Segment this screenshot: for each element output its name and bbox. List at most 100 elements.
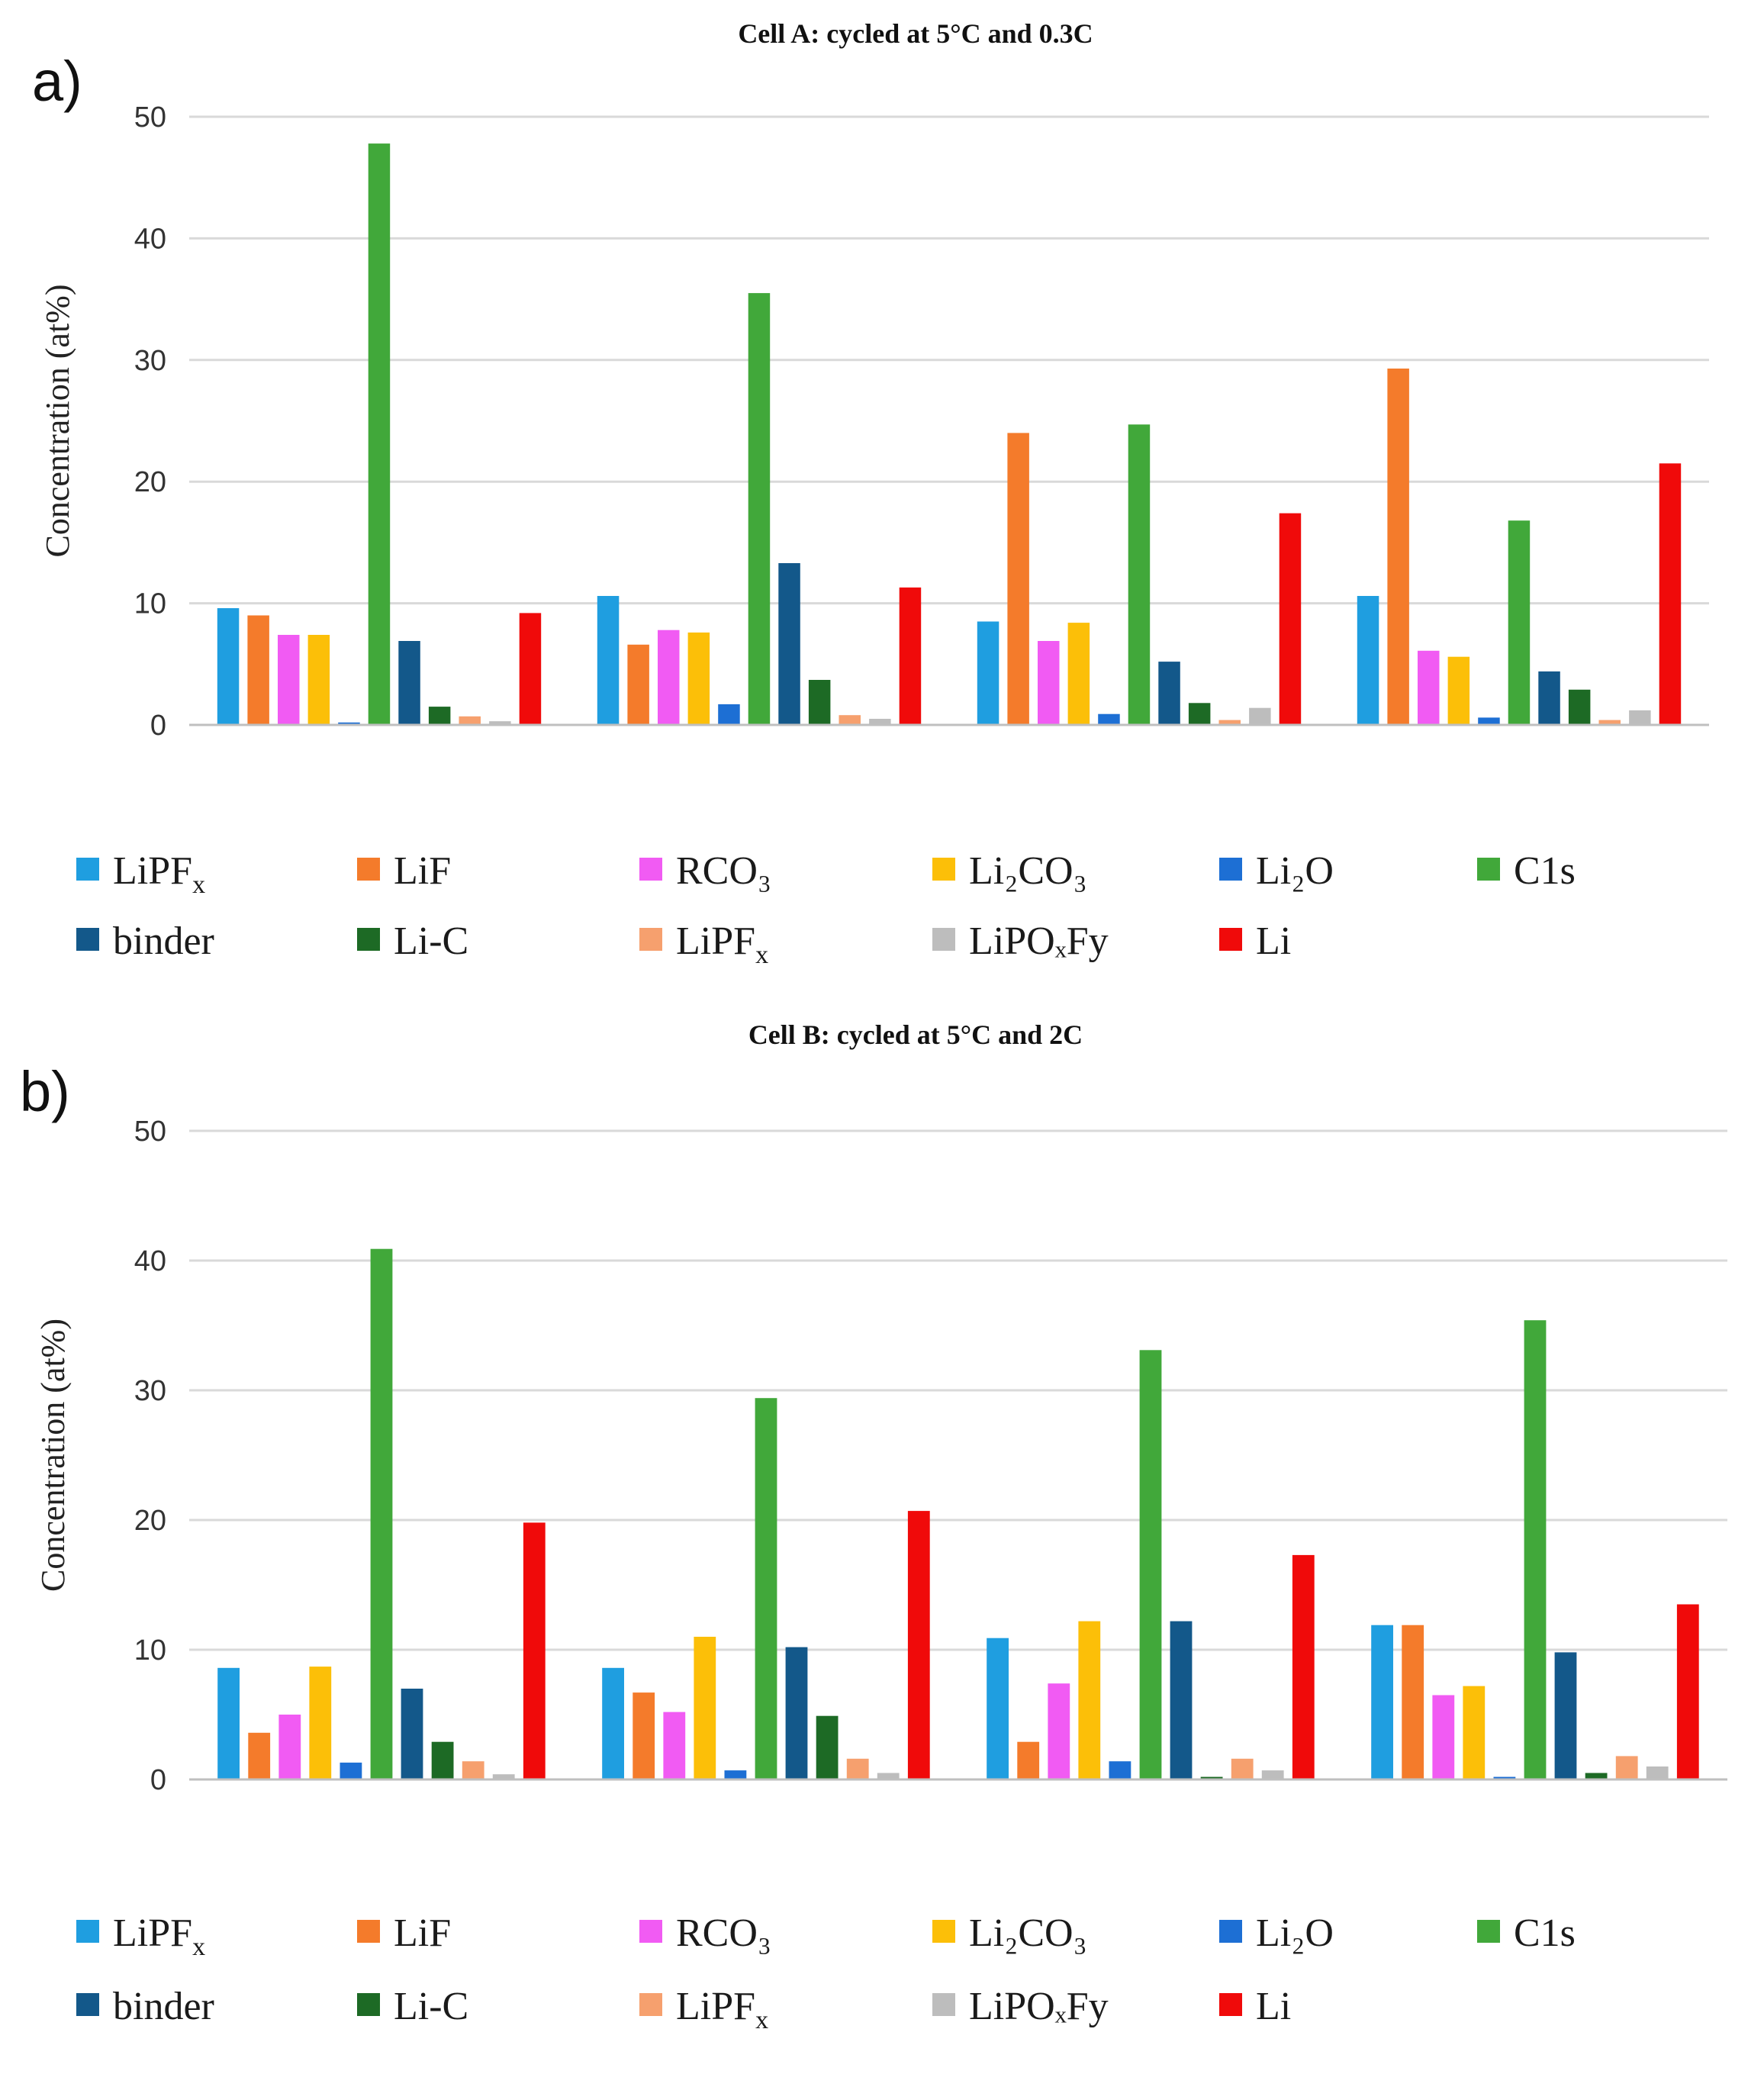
legend-swatch [76,1920,99,1943]
y-tick-label: 50 [134,1116,166,1148]
bar-lico-1 [309,1667,332,1779]
legend-swatch [357,858,380,881]
bar-li-4 [1659,463,1682,725]
bar-lipf-1 [459,716,481,725]
bar-c1s-2 [755,1398,777,1779]
bar-lipf-3 [977,621,999,725]
chart-panel-b: b) Cell B: cycled at 5°C and 2C 0 10 20 30 40 5… [20,1019,1727,2034]
bar-lico-3 [1067,623,1090,725]
y-tick-label: 40 [134,1245,166,1277]
legend-swatch [1219,1920,1242,1943]
legend-label: LiPOₓFy [969,919,1109,963]
legend-label: LiPFx [113,1911,205,1961]
legend-label: binder [113,1985,214,2028]
bar-lif-1 [247,615,269,725]
bar-lipofy-1 [492,1774,515,1779]
bar-lipofy-2 [869,719,891,725]
bar-lio-2 [724,1770,747,1779]
bar-lipf-2 [602,1667,624,1779]
legend-swatch [1477,1920,1500,1943]
bar-lico-2 [687,632,710,725]
bar-li-1 [519,613,542,725]
bar-lipofy-3 [1261,1770,1284,1779]
bar-lic-3 [1188,703,1211,725]
legend-label: Li [1256,919,1291,963]
bar-lipofy-4 [1629,710,1651,725]
legend-label: Li₂O [1256,1911,1334,1955]
bar-lio-3 [1109,1761,1131,1779]
bar-lipf-2 [839,715,861,725]
bar-lic-3 [1200,1776,1223,1779]
y-tick-label: 10 [134,1634,166,1667]
bar-binder-1 [398,641,420,725]
bar-c1s-2 [748,293,771,726]
bar-lipf-4 [1357,596,1379,725]
bar-lico-4 [1447,656,1470,725]
bar-li-2 [899,587,922,725]
bar-lico-3 [1078,1621,1101,1779]
legend-label: LiF [394,1911,451,1955]
y-tick-label: 10 [134,588,166,620]
bar-lic-4 [1568,689,1591,725]
y-tick-label: 50 [134,101,166,134]
legend-label: binder [113,919,214,963]
bar-binder-4 [1538,671,1560,725]
legend-swatch [357,1993,380,2016]
y-axis-label: Concentration (at%) [34,1319,72,1592]
legend-label: RCO₃ [676,849,771,893]
y-tick-label: 40 [134,223,166,255]
legend-label: LiPFx [676,1985,768,2034]
bar-lipofy-2 [877,1773,900,1779]
legend-label: Li-C [394,1985,468,2028]
y-tick-label: 0 [150,1764,166,1796]
y-tick-label: 0 [150,710,166,742]
bar-lio-1 [340,1762,362,1779]
legend-swatch [639,1993,662,2016]
bar-lif-4 [1402,1625,1424,1779]
bar-lipf-1 [217,1667,240,1779]
legend-label: Li₂CO₃ [969,849,1087,893]
bar-lif-1 [248,1732,271,1779]
bar-li-1 [523,1522,546,1779]
bar-c1s-3 [1139,1350,1162,1779]
bar-binder-3 [1170,1621,1193,1779]
bar-lic-2 [816,1715,839,1779]
bar-li-3 [1292,1554,1315,1779]
bar-c1s-1 [368,143,391,726]
legend-swatch [932,1920,955,1943]
legend-swatch [1477,858,1500,881]
legend-swatch [76,1993,99,2016]
bar-binder-2 [778,563,800,725]
bar-lio-3 [1098,713,1120,725]
bar-lico-2 [694,1637,716,1779]
bar-lipf-2 [846,1758,869,1779]
bar-li-2 [907,1511,930,1779]
bar-lif-2 [627,644,649,725]
panel-label-a: a) [32,50,82,113]
bar-rco-4 [1418,650,1440,725]
bar-binder-3 [1158,662,1180,725]
legend-label: Li [1256,1985,1291,2028]
bar-c1s-4 [1524,1320,1547,1779]
bar-lico-4 [1463,1686,1486,1779]
y-tick-label: 30 [134,1375,166,1407]
bar-lipofy-4 [1646,1766,1669,1779]
bar-c1s-1 [370,1248,393,1779]
y-tick-label: 30 [134,345,166,377]
bar-lipofy-1 [489,721,511,725]
bar-rco-2 [658,630,680,725]
bar-binder-4 [1554,1652,1577,1779]
bar-lio-4 [1493,1776,1516,1779]
bar-lico-1 [307,635,330,725]
legend-swatch [76,928,99,951]
bar-c1s-4 [1508,520,1531,725]
legend-swatch [357,1920,380,1943]
legend-label: Li₂O [1256,849,1334,893]
legend-swatch [1219,928,1242,951]
bar-lipf-4 [1371,1625,1393,1779]
legend-label: LiPFx [676,919,768,969]
bar-binder-1 [401,1689,423,1779]
bar-c1s-3 [1128,424,1151,725]
legend-label: LiPFx [113,849,205,899]
y-axis-label: Concentration (at%) [39,285,76,558]
